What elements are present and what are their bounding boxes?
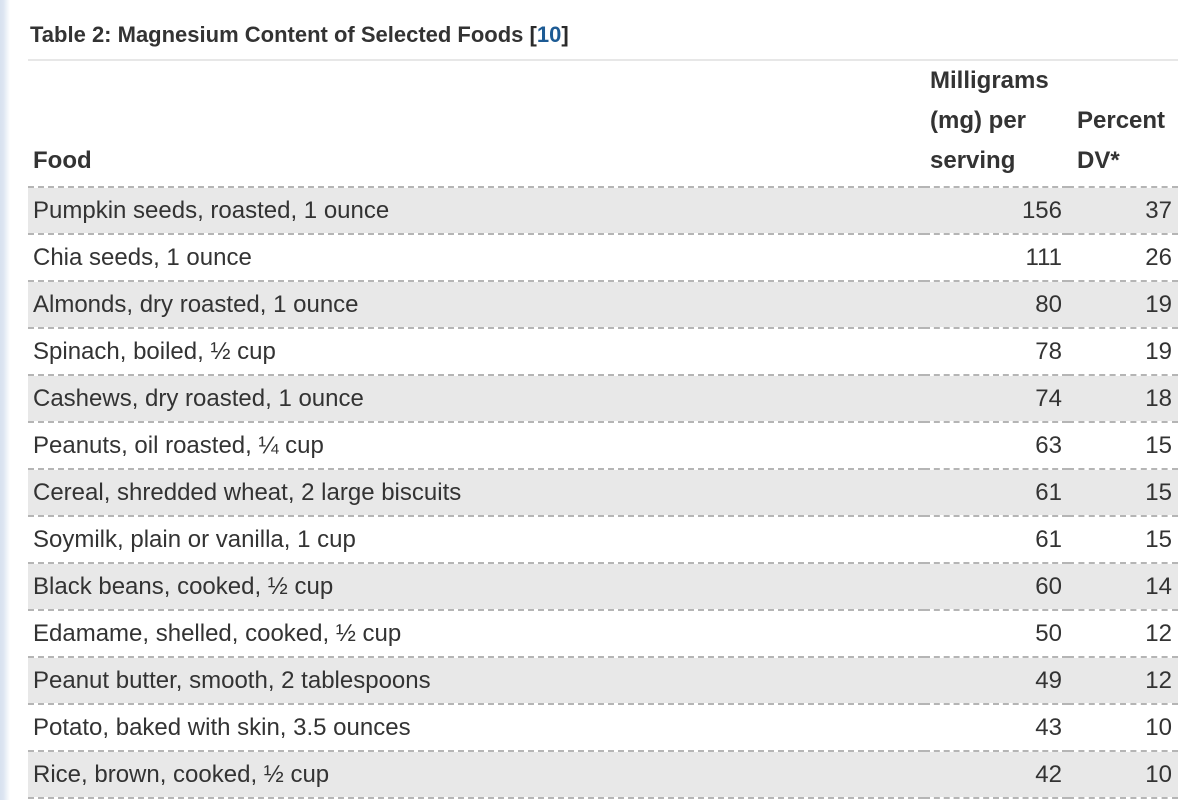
table-row: Peanuts, oil roasted, ¼ cup 63 15: [28, 422, 1178, 470]
column-header-food: Food: [28, 61, 924, 188]
percent-dv-cell: 10: [1068, 751, 1178, 799]
table-title-text: Table 2: Magnesium Content of Selected F…: [30, 22, 530, 47]
table-header: Food Milligrams (mg) per serving Percent…: [28, 61, 1178, 188]
milligrams-cell: 43: [924, 704, 1068, 752]
food-cell: Cereal, shredded wheat, 2 large biscuits: [28, 469, 924, 517]
percent-dv-cell: 12: [1068, 657, 1178, 705]
milligrams-cell: 49: [924, 657, 1068, 705]
food-cell: Black beans, cooked, ½ cup: [28, 563, 924, 611]
table-row: Soymilk, plain or vanilla, 1 cup 61 15: [28, 516, 1178, 564]
table-title: Table 2: Magnesium Content of Selected F…: [28, 20, 1178, 50]
milligrams-cell: 78: [924, 328, 1068, 376]
table-row: Cereal, shredded wheat, 2 large biscuits…: [28, 469, 1178, 517]
percent-dv-cell: 12: [1068, 610, 1178, 658]
food-cell: Potato, baked with skin, 3.5 ounces: [28, 704, 924, 752]
percent-dv-cell: 15: [1068, 422, 1178, 470]
milligrams-cell: 63: [924, 422, 1068, 470]
table-row: Rice, brown, cooked, ½ cup 42 10: [28, 751, 1178, 799]
percent-dv-cell: 14: [1068, 563, 1178, 611]
food-cell: Cashews, dry roasted, 1 ounce: [28, 375, 924, 423]
column-header-percent-dv: Percent DV*: [1068, 61, 1178, 188]
milligrams-cell: 80: [924, 281, 1068, 329]
milligrams-cell: 61: [924, 516, 1068, 564]
percent-dv-cell: 26: [1068, 234, 1178, 282]
milligrams-cell: 61: [924, 469, 1068, 517]
table-row: Cashews, dry roasted, 1 ounce 74 18: [28, 375, 1178, 423]
food-cell: Spinach, boiled, ½ cup: [28, 328, 924, 376]
percent-dv-cell: 19: [1068, 281, 1178, 329]
content-area: Table 2: Magnesium Content of Selected F…: [28, 20, 1178, 799]
food-cell: Rice, brown, cooked, ½ cup: [28, 751, 924, 799]
magnesium-content-table: Food Milligrams (mg) per serving Percent…: [28, 61, 1178, 799]
percent-dv-cell: 15: [1068, 516, 1178, 564]
food-cell: Chia seeds, 1 ounce: [28, 234, 924, 282]
percent-dv-cell: 18: [1068, 375, 1178, 423]
percent-dv-cell: 37: [1068, 187, 1178, 235]
left-edge-strip: [0, 0, 10, 800]
percent-dv-cell: 15: [1068, 469, 1178, 517]
percent-dv-cell: 10: [1068, 704, 1178, 752]
food-cell: Soymilk, plain or vanilla, 1 cup: [28, 516, 924, 564]
food-cell: Peanut butter, smooth, 2 tablespoons: [28, 657, 924, 705]
milligrams-cell: 74: [924, 375, 1068, 423]
header-row: Food Milligrams (mg) per serving Percent…: [28, 61, 1178, 188]
table-row: Chia seeds, 1 ounce 111 26: [28, 234, 1178, 282]
reference-link[interactable]: 10: [536, 22, 562, 47]
food-cell: Edamame, shelled, cooked, ½ cup: [28, 610, 924, 658]
milligrams-cell: 111: [924, 234, 1068, 282]
table-row: Peanut butter, smooth, 2 tablespoons 49 …: [28, 657, 1178, 705]
table-row: Potato, baked with skin, 3.5 ounces 43 1…: [28, 704, 1178, 752]
table-row: Pumpkin seeds, roasted, 1 ounce 156 37: [28, 187, 1178, 235]
food-cell: Almonds, dry roasted, 1 ounce: [28, 281, 924, 329]
reference-bracket-open: [: [529, 22, 537, 47]
milligrams-cell: 50: [924, 610, 1068, 658]
milligrams-cell: 60: [924, 563, 1068, 611]
milligrams-cell: 156: [924, 187, 1068, 235]
food-cell: Pumpkin seeds, roasted, 1 ounce: [28, 187, 924, 235]
table-row: Edamame, shelled, cooked, ½ cup 50 12: [28, 610, 1178, 658]
table-row: Spinach, boiled, ½ cup 78 19: [28, 328, 1178, 376]
table-row: Almonds, dry roasted, 1 ounce 80 19: [28, 281, 1178, 329]
table-row: Black beans, cooked, ½ cup 60 14: [28, 563, 1178, 611]
title-divider: [28, 59, 1178, 61]
column-header-milligrams: Milligrams (mg) per serving: [924, 61, 1068, 188]
food-cell: Peanuts, oil roasted, ¼ cup: [28, 422, 924, 470]
table-body: Pumpkin seeds, roasted, 1 ounce 156 37 C…: [28, 187, 1178, 799]
milligrams-cell: 42: [924, 751, 1068, 799]
percent-dv-cell: 19: [1068, 328, 1178, 376]
reference-bracket-close: ]: [561, 22, 569, 47]
